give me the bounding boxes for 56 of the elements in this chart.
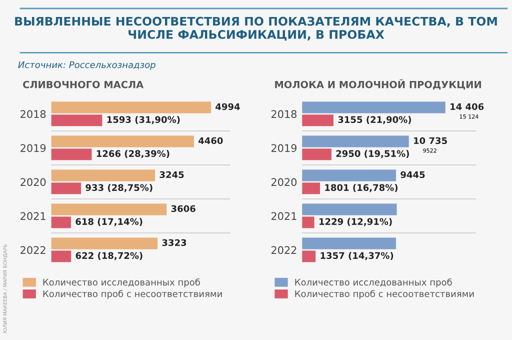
data-label: 1801 (16,78%) (325, 184, 398, 192)
y-tick-label: 2021 (20, 212, 46, 220)
data-label: 1593 (31,90%) (107, 116, 180, 124)
bar (302, 170, 396, 182)
data-label: 2950 (19,51%) (336, 150, 409, 158)
bar (302, 216, 314, 228)
bar (302, 204, 397, 216)
bar (51, 170, 156, 182)
bar (302, 136, 409, 148)
y-tick-label: 2020 (20, 178, 46, 186)
legend-label: Количество исследованных проб (295, 278, 452, 288)
data-label: 1266 (28,39%) (96, 150, 170, 158)
bar (51, 114, 102, 126)
data-label: 618 (17,14%) (76, 218, 142, 226)
data-label: 3606 (171, 205, 196, 212)
legend-label: Количество проб с несоответствиями (295, 290, 474, 299)
y-tick-label: 2021 (271, 212, 296, 220)
bar (302, 238, 396, 250)
data-label: 3323 (162, 239, 186, 246)
y-tick-label: 2019 (271, 144, 296, 152)
bar (302, 102, 446, 114)
y-tick-label: 2020 (271, 178, 297, 186)
bar (51, 136, 194, 148)
data-label: 1229 (12,91%) (319, 218, 392, 226)
bar (51, 238, 158, 250)
data-label: 933 (28,75%) (86, 184, 152, 192)
y-tick-label: 2019 (20, 144, 46, 152)
y-tick-label: 2022 (20, 246, 46, 254)
data-label: 14 406 (450, 103, 484, 110)
bar (51, 216, 71, 228)
text: Источник: Россельхознадзор (18, 61, 156, 70)
data-label: 622 (18,72%) (76, 252, 142, 260)
text: ВЫЯВЛЕННЫЕ НЕСООТВЕТСТВИЯ ПО ПОКАЗАТЕЛЯМ КАЧЕСТВА, В ТОМ ЧИСЛЕ ФАЛЬСИФИКАЦИИ, В ПРОБАХ (15, 16, 497, 41)
chart-subtitle: МОЛОКА И МОЛОЧНОЙ ПРОДУКЦИИ (275, 79, 481, 90)
bar (51, 204, 167, 216)
y-tick-label: 2018 (271, 110, 297, 118)
data-label: 3245 (160, 171, 184, 178)
bar (51, 182, 82, 194)
bar (302, 148, 332, 160)
bar (302, 114, 334, 126)
y-tick-label: 2022 (271, 246, 296, 254)
data-label: 10 735 (414, 137, 447, 144)
bar (51, 102, 212, 114)
bar (302, 250, 316, 262)
data-label: 3155 (21,90%) (338, 116, 411, 124)
bar (302, 182, 320, 194)
bar (51, 250, 72, 262)
data-label: 1357 (14,37%) (320, 252, 394, 260)
data-label: 4460 (198, 137, 223, 144)
bar (51, 148, 92, 160)
chart-subtitle: СЛИВОЧНОГО МАСЛА (23, 80, 144, 88)
data-label: 4994 (216, 103, 240, 110)
legend-label: Количество проб с несоответствиями (43, 290, 222, 299)
legend-label: Количество исследованных проб (43, 278, 200, 288)
data-label: 9445 (400, 171, 425, 178)
y-tick-label: 2018 (20, 110, 46, 118)
